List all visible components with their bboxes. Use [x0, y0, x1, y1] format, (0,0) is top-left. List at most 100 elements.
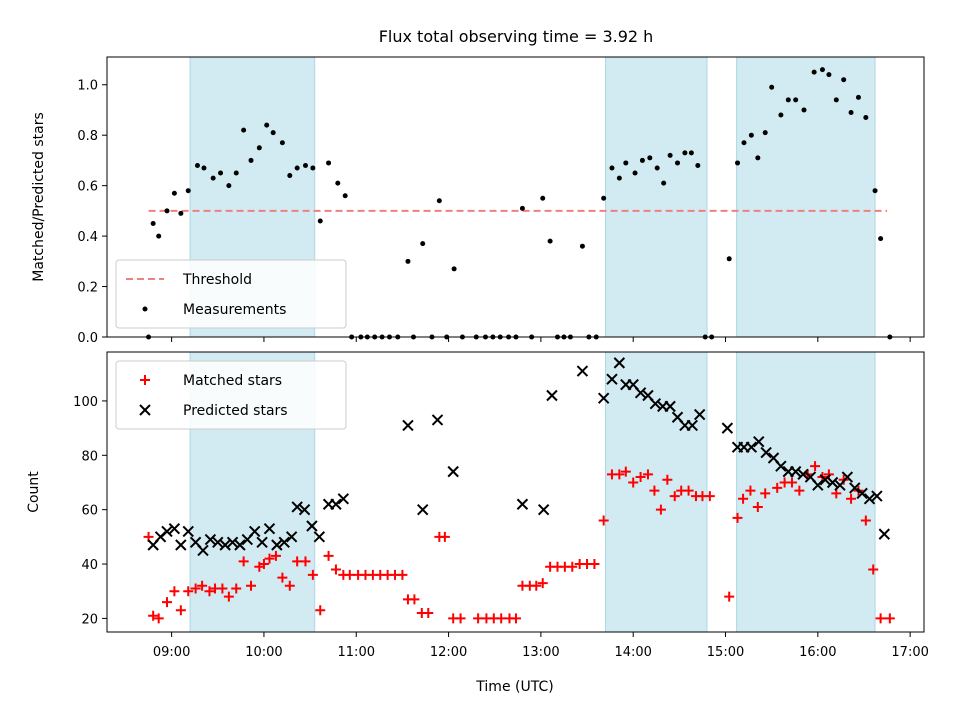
- legend-label: Measurements: [183, 302, 286, 318]
- legend: Matched stars Predicted stars: [115, 360, 347, 430]
- data-point: [745, 441, 758, 453]
- plot-frame: [106, 56, 925, 338]
- data-point: [772, 482, 783, 493]
- count-panel: 20 40 60 80 100 09:00 10:00 11:00 12:00 13:00 14:…: [26, 351, 929, 660]
- data-point: [298, 503, 311, 516]
- data-point: [863, 493, 876, 505]
- data-point: [748, 132, 754, 138]
- y-tick-label: 0.6: [77, 180, 98, 195]
- x-tick-label: 16:00: [799, 645, 836, 660]
- data-point: [271, 539, 283, 551]
- data-point: [204, 586, 215, 597]
- data-point: [402, 419, 414, 432]
- data-point: [217, 583, 228, 594]
- y-tick-label: 60: [81, 504, 98, 519]
- data-point: [451, 266, 457, 272]
- data-point: [848, 109, 854, 115]
- y-tick-label: 0.4: [77, 230, 98, 245]
- y-axis-label: Count: [26, 471, 42, 513]
- y-axis-label: Matched/Predicted stars: [31, 112, 47, 282]
- data-point: [738, 493, 749, 504]
- data-point: [794, 485, 805, 496]
- data-point: [860, 515, 871, 526]
- data-point: [601, 195, 607, 201]
- data-point: [161, 525, 173, 538]
- data-point: [307, 569, 318, 580]
- data-point: [647, 155, 653, 161]
- data-point: [270, 550, 281, 561]
- data-point: [175, 539, 187, 551]
- data-point: [598, 515, 609, 526]
- data-point: [863, 115, 869, 121]
- data-point: [664, 400, 676, 413]
- data-point: [778, 112, 784, 118]
- data-point: [287, 173, 293, 179]
- data-point: [649, 397, 662, 410]
- data-point: [218, 170, 224, 176]
- data-point: [248, 525, 261, 538]
- data-point: [150, 220, 156, 226]
- data-point: [226, 183, 232, 189]
- data-point: [278, 536, 290, 548]
- data-point: [313, 531, 326, 543]
- data-point: [775, 460, 787, 472]
- data-point: [613, 357, 626, 369]
- data-point: [439, 531, 450, 542]
- chart-title: Flux total observing time = 3.92 h: [379, 27, 654, 46]
- data-point: [654, 165, 660, 171]
- data-point: [185, 188, 191, 194]
- data-point: [616, 175, 622, 181]
- data-point: [233, 170, 239, 176]
- data-point: [753, 436, 765, 448]
- data-point: [256, 145, 262, 151]
- data-point: [849, 482, 861, 494]
- data-point: [752, 501, 763, 512]
- data-point: [576, 365, 589, 377]
- data-point: [760, 488, 771, 499]
- data-point: [171, 190, 177, 196]
- data-point: [317, 218, 323, 224]
- data-point: [826, 476, 839, 489]
- x-tick-label: 09:00: [153, 645, 190, 660]
- data-point: [323, 550, 334, 561]
- data-point: [148, 610, 159, 621]
- data-point: [455, 613, 466, 624]
- x-tick-label: 17:00: [891, 645, 928, 660]
- data-point: [693, 408, 706, 421]
- data-point: [516, 498, 529, 510]
- star-count-points: [143, 357, 895, 624]
- data-point: [194, 162, 200, 168]
- data-point: [212, 536, 224, 548]
- data-point: [306, 520, 318, 532]
- plot-frame: [106, 351, 925, 633]
- data-point: [397, 569, 408, 580]
- data-point: [735, 160, 741, 166]
- data-point: [519, 205, 525, 211]
- data-point: [540, 195, 546, 201]
- data-point: [875, 613, 886, 624]
- x-axis-ticks: 09:00 10:00 11:00 12:00 13:00 14:00 15:00 16:00…: [153, 632, 929, 660]
- data-point: [797, 468, 809, 481]
- data-point: [741, 140, 747, 146]
- data-point: [409, 594, 420, 605]
- data-point: [156, 233, 162, 239]
- data-point: [197, 580, 208, 591]
- data-point: [342, 193, 348, 199]
- x-axis-label: Time (UTC): [475, 679, 553, 695]
- data-point: [819, 474, 831, 486]
- data-point: [337, 493, 350, 505]
- data-point: [841, 77, 847, 83]
- data-point: [682, 150, 688, 156]
- data-point: [258, 559, 269, 570]
- data-point: [330, 564, 341, 575]
- data-point: [855, 94, 861, 100]
- data-point: [231, 583, 242, 594]
- data-point: [793, 97, 799, 103]
- data-point: [661, 180, 667, 186]
- data-point: [635, 472, 646, 483]
- data-point: [223, 591, 234, 602]
- data-point: [579, 243, 585, 249]
- y-tick-label: 80: [81, 449, 98, 464]
- legend-label: Predicted stars: [183, 403, 288, 419]
